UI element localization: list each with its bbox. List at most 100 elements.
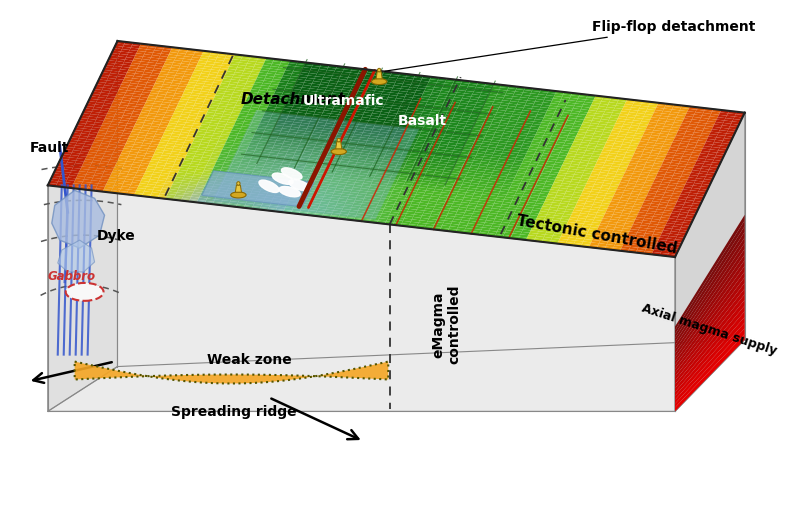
Polygon shape bbox=[526, 187, 534, 190]
Polygon shape bbox=[485, 134, 494, 137]
Polygon shape bbox=[450, 191, 458, 194]
Polygon shape bbox=[664, 225, 674, 229]
Polygon shape bbox=[670, 249, 678, 252]
Polygon shape bbox=[429, 80, 438, 83]
Polygon shape bbox=[496, 163, 505, 166]
Polygon shape bbox=[154, 185, 163, 188]
Polygon shape bbox=[386, 115, 396, 118]
Polygon shape bbox=[184, 158, 193, 161]
Polygon shape bbox=[378, 81, 387, 84]
Polygon shape bbox=[81, 166, 90, 170]
Polygon shape bbox=[310, 119, 319, 122]
Polygon shape bbox=[431, 143, 440, 146]
Polygon shape bbox=[62, 154, 70, 157]
Polygon shape bbox=[589, 108, 598, 111]
Polygon shape bbox=[614, 227, 622, 231]
Polygon shape bbox=[686, 129, 695, 132]
Polygon shape bbox=[452, 118, 461, 121]
Polygon shape bbox=[575, 188, 584, 191]
Polygon shape bbox=[598, 243, 606, 246]
Polygon shape bbox=[419, 99, 429, 102]
Polygon shape bbox=[199, 195, 208, 198]
Polygon shape bbox=[631, 209, 640, 213]
Polygon shape bbox=[420, 182, 430, 186]
Polygon shape bbox=[334, 190, 343, 193]
Polygon shape bbox=[286, 83, 295, 86]
Polygon shape bbox=[278, 118, 286, 121]
Polygon shape bbox=[157, 112, 166, 115]
Polygon shape bbox=[192, 192, 202, 195]
Polygon shape bbox=[708, 170, 717, 173]
Polygon shape bbox=[82, 179, 92, 183]
Polygon shape bbox=[570, 95, 579, 99]
Polygon shape bbox=[247, 129, 256, 133]
Polygon shape bbox=[358, 125, 366, 128]
Polygon shape bbox=[284, 139, 293, 142]
Polygon shape bbox=[410, 151, 420, 154]
Polygon shape bbox=[498, 125, 506, 128]
Polygon shape bbox=[138, 150, 147, 153]
Polygon shape bbox=[90, 147, 99, 151]
Polygon shape bbox=[446, 147, 454, 151]
Polygon shape bbox=[401, 206, 410, 209]
Polygon shape bbox=[659, 116, 668, 119]
Polygon shape bbox=[558, 206, 567, 209]
Polygon shape bbox=[655, 108, 664, 111]
Polygon shape bbox=[311, 203, 320, 206]
Polygon shape bbox=[149, 111, 158, 114]
Polygon shape bbox=[293, 137, 302, 140]
Polygon shape bbox=[636, 113, 645, 117]
Polygon shape bbox=[543, 169, 552, 172]
Polygon shape bbox=[190, 110, 199, 114]
Polygon shape bbox=[630, 244, 639, 248]
Polygon shape bbox=[612, 146, 621, 149]
Polygon shape bbox=[200, 73, 209, 77]
Polygon shape bbox=[240, 93, 249, 96]
Polygon shape bbox=[687, 144, 696, 147]
Polygon shape bbox=[186, 153, 195, 156]
Polygon shape bbox=[85, 174, 94, 178]
Polygon shape bbox=[315, 160, 324, 163]
Polygon shape bbox=[554, 231, 563, 234]
Polygon shape bbox=[294, 171, 302, 174]
Polygon shape bbox=[201, 71, 210, 74]
Polygon shape bbox=[536, 114, 545, 118]
Polygon shape bbox=[158, 125, 168, 128]
Polygon shape bbox=[504, 233, 513, 236]
Polygon shape bbox=[448, 160, 457, 163]
Polygon shape bbox=[578, 233, 586, 237]
Polygon shape bbox=[333, 124, 342, 127]
Polygon shape bbox=[675, 317, 745, 400]
Polygon shape bbox=[323, 161, 332, 164]
Polygon shape bbox=[602, 218, 610, 222]
Polygon shape bbox=[622, 107, 631, 110]
Polygon shape bbox=[713, 160, 722, 163]
Polygon shape bbox=[238, 63, 247, 66]
Polygon shape bbox=[585, 201, 594, 205]
Polygon shape bbox=[105, 83, 114, 86]
Polygon shape bbox=[574, 121, 583, 125]
Polygon shape bbox=[436, 98, 446, 101]
Polygon shape bbox=[490, 157, 499, 161]
Polygon shape bbox=[648, 242, 658, 245]
Polygon shape bbox=[554, 195, 564, 199]
Polygon shape bbox=[338, 94, 348, 98]
Polygon shape bbox=[616, 103, 625, 107]
Polygon shape bbox=[642, 101, 650, 104]
Polygon shape bbox=[502, 169, 510, 172]
Polygon shape bbox=[681, 156, 690, 160]
Polygon shape bbox=[205, 183, 214, 187]
Polygon shape bbox=[210, 191, 218, 195]
Polygon shape bbox=[344, 67, 353, 70]
Polygon shape bbox=[173, 146, 182, 150]
Polygon shape bbox=[615, 207, 624, 210]
Polygon shape bbox=[434, 103, 443, 106]
Polygon shape bbox=[593, 151, 602, 155]
Polygon shape bbox=[670, 129, 678, 133]
Polygon shape bbox=[479, 95, 488, 99]
Polygon shape bbox=[702, 148, 710, 152]
Polygon shape bbox=[547, 195, 556, 198]
Polygon shape bbox=[414, 111, 422, 114]
Polygon shape bbox=[604, 145, 613, 148]
Polygon shape bbox=[479, 128, 489, 131]
